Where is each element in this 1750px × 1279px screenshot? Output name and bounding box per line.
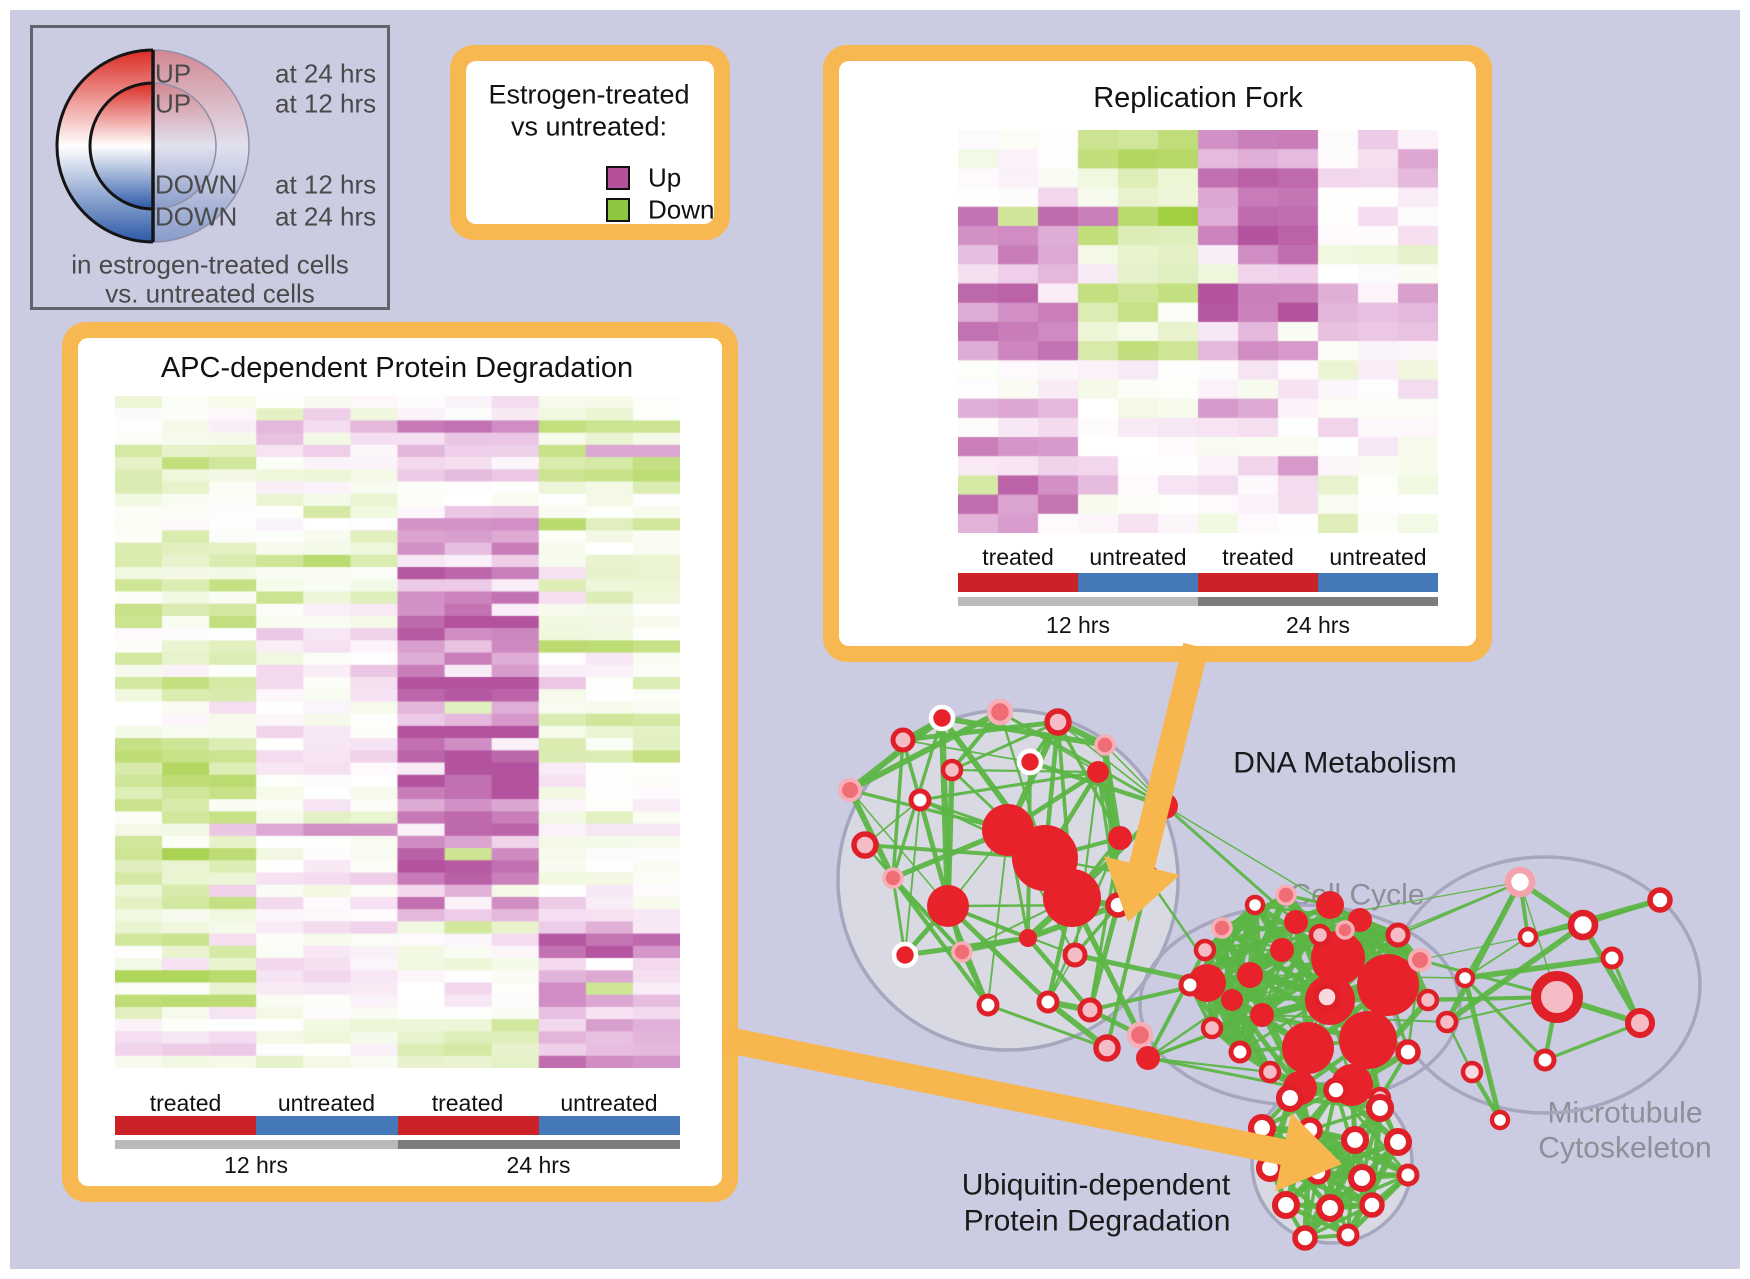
bar-segment [1318, 573, 1438, 592]
bar-segment [958, 573, 1078, 592]
rep-group-label-4: untreated [1329, 544, 1427, 570]
rep-group-label-1: treated [982, 544, 1054, 570]
replication-fork-title: Replication Fork [1093, 82, 1303, 114]
legend-caption-line2: vs. untreated cells [105, 278, 315, 309]
rep-condition-bar [958, 573, 1438, 592]
ubiquitin-label-line2: Protein Degradation [963, 1204, 1231, 1238]
replication-fork-heatmap [958, 130, 1438, 533]
bar-segment [397, 1140, 680, 1149]
bar-segment [1198, 597, 1438, 606]
bar-segment [538, 1116, 680, 1135]
legend-down-12-time: at 12 hrs [275, 169, 377, 200]
apc-group-label-1: treated [149, 1090, 222, 1116]
bar-segment [115, 1140, 398, 1149]
cell-cycle-label: Cell Cycle [1289, 878, 1425, 912]
comparison-title-line2: vs untreated: [510, 111, 668, 142]
ubiquitin-label-line1: Ubiquitin-dependent [961, 1168, 1231, 1202]
legend-down-12-dir: DOWN [155, 169, 238, 200]
apc-group-label-2: untreated [277, 1090, 376, 1116]
rep-time-label-24: 24 hrs [1286, 612, 1350, 638]
dna-metabolism-label: DNA Metabolism [1233, 746, 1457, 780]
bar-segment [397, 1116, 539, 1135]
bar-segment [1078, 573, 1198, 592]
down-swatch [606, 198, 630, 222]
legend-up-12-dir: UP [155, 88, 192, 119]
rep-group-label-3: treated [1222, 544, 1294, 570]
apc-time-label-12: 12 hrs [224, 1152, 288, 1178]
bar-segment [256, 1116, 398, 1135]
apc-time-label-24: 24 hrs [506, 1152, 571, 1178]
bar-segment [1198, 573, 1318, 592]
comparison-legend-panel [450, 45, 730, 240]
apc-title: APC-dependent Protein Degradation [160, 352, 634, 384]
bar-segment [115, 1116, 257, 1135]
up-swatch [606, 166, 630, 190]
legend-down-24-time: at 24 hrs [275, 201, 377, 232]
apc-group-label-4: untreated [560, 1090, 658, 1116]
up-label: Up [648, 162, 682, 193]
legend-up-24-time: at 24 hrs [275, 58, 377, 89]
apc-condition-bar [115, 1116, 680, 1135]
rep-time-bar [958, 597, 1438, 606]
legend-caption-line1: in estrogen-treated cells [71, 249, 349, 280]
down-label: Down [648, 194, 715, 225]
microtubule-label-line2: Cytoskeleton [1538, 1131, 1712, 1165]
bar-segment [958, 597, 1198, 606]
regulation-legend-box: UP at 24 hrs UP at 12 hrs DOWN at 12 hrs… [30, 25, 390, 310]
rep-group-label-2: untreated [1089, 544, 1187, 570]
legend-up-24-dir: UP [155, 58, 192, 89]
apc-group-label-3: treated [431, 1090, 504, 1116]
legend-up-12-time: at 12 hrs [275, 88, 377, 119]
apc-heatmap [115, 396, 680, 1068]
legend-down-24-dir: DOWN [155, 201, 238, 232]
rep-time-label-12: 12 hrs [1046, 612, 1110, 638]
microtubule-label-line1: Microtubule [1547, 1096, 1703, 1130]
apc-time-bar [115, 1140, 680, 1149]
comparison-title-line1: Estrogen-treated [488, 79, 690, 110]
